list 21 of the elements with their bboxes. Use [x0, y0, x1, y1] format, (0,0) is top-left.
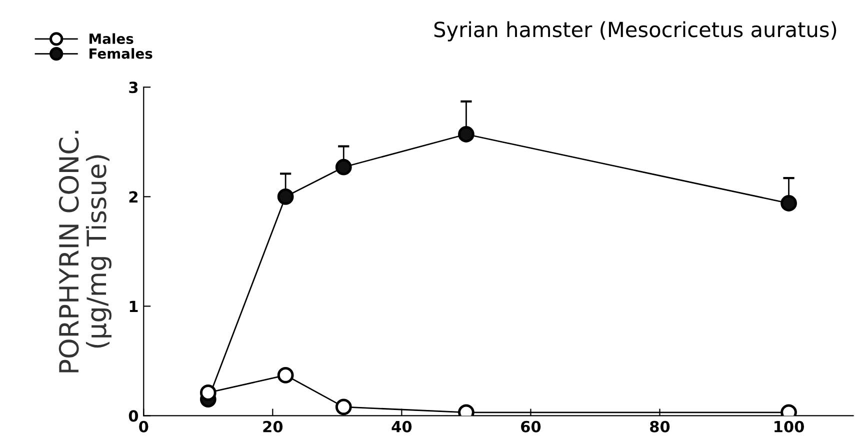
point: [335, 398, 352, 416]
point: [277, 366, 294, 384]
x-tick-label: 40: [392, 420, 412, 432]
x-tick-label: 0: [139, 420, 148, 432]
x-tick-label: 100: [774, 420, 804, 432]
x-tick-label: 60: [521, 420, 541, 432]
point: [277, 188, 294, 205]
point: [335, 158, 352, 176]
x-tick-label: 80: [650, 420, 670, 432]
point: [200, 384, 216, 401]
chart-title: Syrian hamster (Mesocricetus auratus): [434, 21, 836, 42]
point: [780, 195, 797, 212]
legend-label: Males: [90, 33, 134, 44]
y-tick-label: 2: [129, 191, 138, 202]
y-tick-label: 3: [129, 82, 138, 94]
point: [458, 126, 474, 142]
y-axis-title: PORPHYRIN CONC. (μg/mg Tissue): [58, 130, 112, 372]
y-tick-label: 0: [128, 410, 138, 422]
legend-label: Females: [90, 48, 152, 59]
y-tick-label: 1: [130, 300, 138, 312]
x-tick-label: 20: [263, 420, 283, 432]
